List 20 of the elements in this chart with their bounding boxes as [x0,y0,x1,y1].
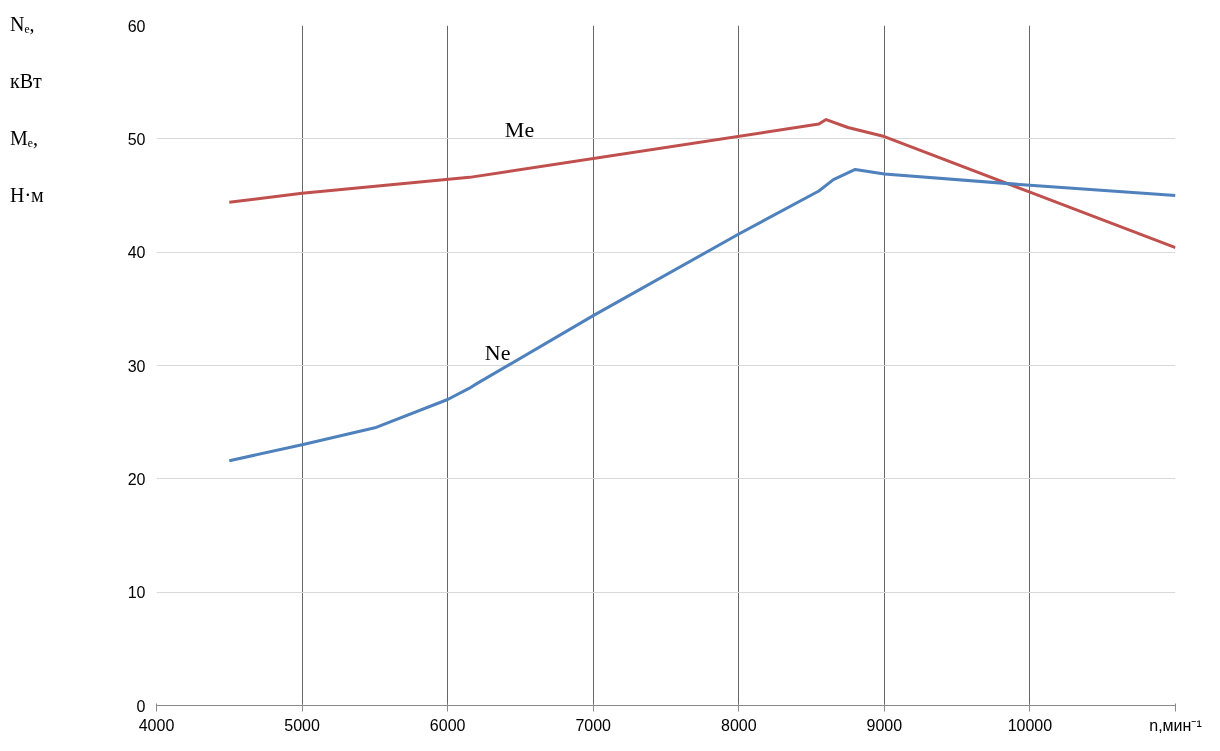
y-tick-label: 30 [127,357,146,375]
y-tick-label: 60 [127,17,146,35]
y-tick-label: 0 [136,697,146,715]
y-tick-label: 10 [127,584,146,602]
x-tick-label: 7000 [575,716,612,734]
y-tick-label: 40 [127,244,146,262]
x-tick-label: 5000 [284,716,320,734]
y-tick-label: 20 [127,470,146,488]
series-label: Ne [484,339,511,365]
line-series [227,167,1176,463]
x-tick-label: 10000 [1007,716,1053,734]
x-tick-label: 8000 [720,716,757,734]
y-tick-label: 50 [127,130,146,148]
x-axis-title: n,мин⁻¹ [1149,716,1202,734]
series-label: Me [504,117,535,143]
x-tick-label: 9000 [866,716,903,734]
x-tick-label: 4000 [138,716,175,734]
text: Nₑ, кВт Mₑ, Н·м [10,13,44,206]
x-tick-label: 6000 [429,716,466,734]
line-series [227,118,1176,250]
